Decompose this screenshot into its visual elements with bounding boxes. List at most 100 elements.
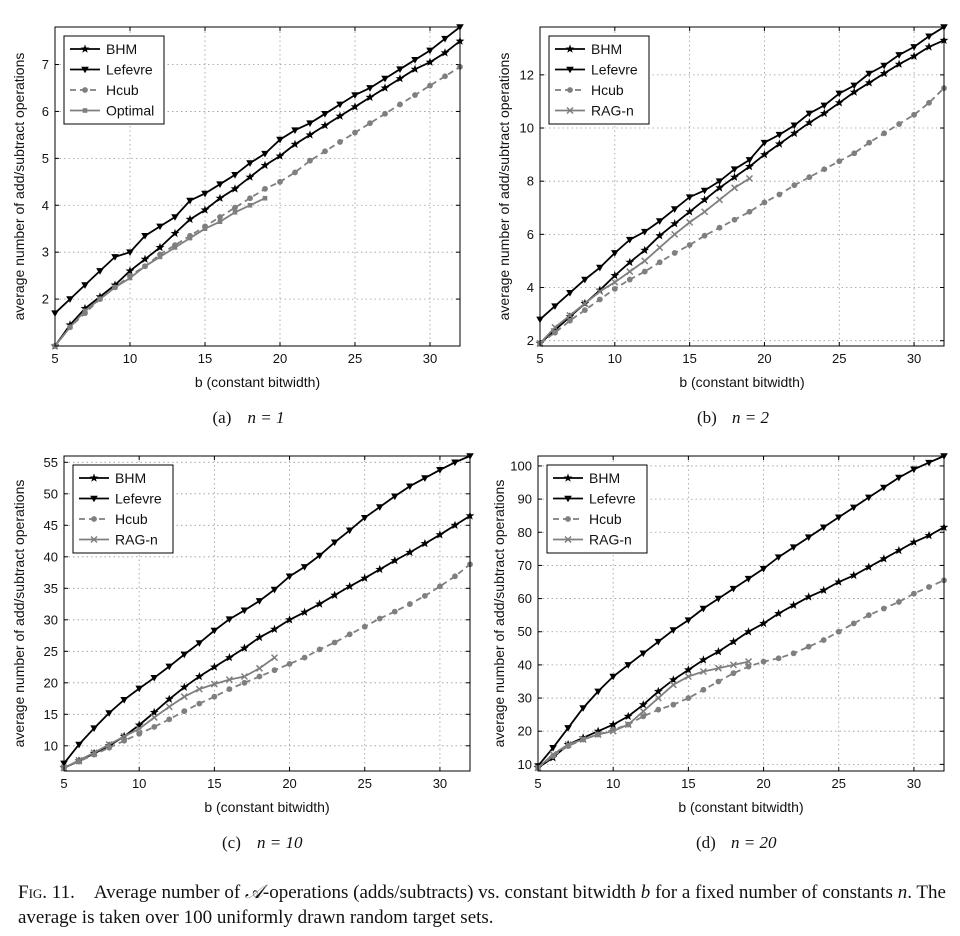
data-point	[774, 554, 783, 561]
data-point	[684, 672, 692, 681]
data-point	[879, 554, 889, 563]
caption-text-1: Average number of	[93, 882, 245, 903]
subcaption-equation: n = 10	[257, 833, 303, 852]
data-point	[195, 671, 204, 681]
data-point	[395, 74, 405, 83]
data-point	[262, 195, 268, 201]
series-line	[539, 39, 945, 344]
data-point	[165, 663, 174, 671]
data-point	[195, 685, 203, 693]
legend-marker	[565, 44, 575, 53]
data-point	[245, 172, 255, 181]
data-point	[640, 228, 649, 236]
legend-marker	[90, 535, 98, 544]
legend-label: Lefevre	[106, 62, 153, 78]
data-point	[397, 101, 403, 108]
data-point	[746, 208, 753, 215]
data-point	[834, 514, 843, 522]
data-point	[774, 608, 783, 618]
data-point	[441, 35, 449, 43]
data-point	[256, 673, 263, 680]
data-point	[291, 127, 299, 135]
data-point	[790, 122, 799, 130]
data-point	[639, 707, 647, 715]
data-point	[700, 187, 709, 195]
data-point	[90, 725, 98, 732]
series-lefevre	[60, 453, 474, 768]
data-point	[375, 564, 385, 574]
data-point	[426, 47, 434, 55]
data-point	[865, 612, 872, 619]
data-point	[655, 706, 662, 713]
data-point	[624, 662, 633, 669]
data-point	[729, 637, 738, 646]
data-point	[225, 653, 234, 662]
series-line	[537, 455, 945, 767]
data-point	[865, 494, 873, 502]
data-point	[925, 33, 933, 41]
data-point	[866, 139, 873, 146]
data-point	[165, 703, 173, 711]
data-point	[352, 129, 358, 136]
data-point	[684, 665, 693, 674]
x-tick-label: 20	[273, 351, 287, 366]
y-tick-label: 25	[44, 644, 58, 659]
y-tick-label: 2	[42, 292, 49, 307]
caption-text-4: . The average is taken over 100 uniforml…	[18, 882, 946, 928]
data-point	[217, 219, 223, 224]
data-point	[579, 705, 587, 712]
series-line	[63, 515, 471, 769]
data-point	[730, 184, 739, 192]
y-tick-label: 30	[518, 691, 532, 706]
data-point	[435, 530, 445, 539]
data-point	[775, 131, 784, 139]
data-point	[804, 534, 813, 542]
y-tick-label: 3	[42, 245, 49, 260]
data-point	[276, 136, 284, 144]
data-point	[150, 674, 159, 682]
data-point	[581, 299, 589, 307]
data-point	[277, 178, 283, 185]
data-point	[196, 700, 203, 707]
data-point	[66, 296, 74, 303]
data-point	[360, 514, 369, 522]
data-point	[581, 276, 589, 284]
data-point	[247, 202, 253, 208]
data-point	[835, 628, 842, 635]
data-point	[790, 650, 797, 657]
data-point	[81, 282, 89, 289]
data-point	[924, 42, 934, 51]
x-tick-label: 25	[358, 776, 372, 791]
data-point	[745, 157, 754, 164]
data-point	[805, 110, 814, 118]
legend-box	[63, 35, 165, 125]
legend-marker	[566, 106, 574, 115]
y-tick-label: 80	[518, 525, 532, 540]
legend-label: RAG-n	[115, 532, 158, 548]
data-point	[805, 643, 812, 650]
legend-marker	[563, 473, 573, 482]
data-point	[120, 732, 128, 740]
data-point	[851, 150, 858, 157]
data-point	[594, 730, 602, 739]
data-point	[315, 599, 324, 608]
legend-marker	[91, 516, 97, 522]
data-point	[406, 601, 413, 607]
data-point	[730, 670, 737, 677]
data-point	[135, 725, 143, 733]
data-point	[195, 640, 204, 647]
data-point	[140, 254, 150, 263]
data-point	[135, 685, 143, 693]
data-point	[366, 85, 374, 92]
data-point	[880, 605, 887, 612]
data-point	[157, 254, 163, 260]
data-point	[864, 78, 874, 87]
data-point	[579, 735, 587, 744]
data-point	[255, 632, 264, 642]
data-point	[97, 296, 103, 302]
data-point	[335, 111, 345, 120]
subcaption-equation: n = 2	[732, 408, 769, 427]
data-point	[241, 679, 248, 686]
subcaption-equation: n = 20	[731, 833, 777, 852]
